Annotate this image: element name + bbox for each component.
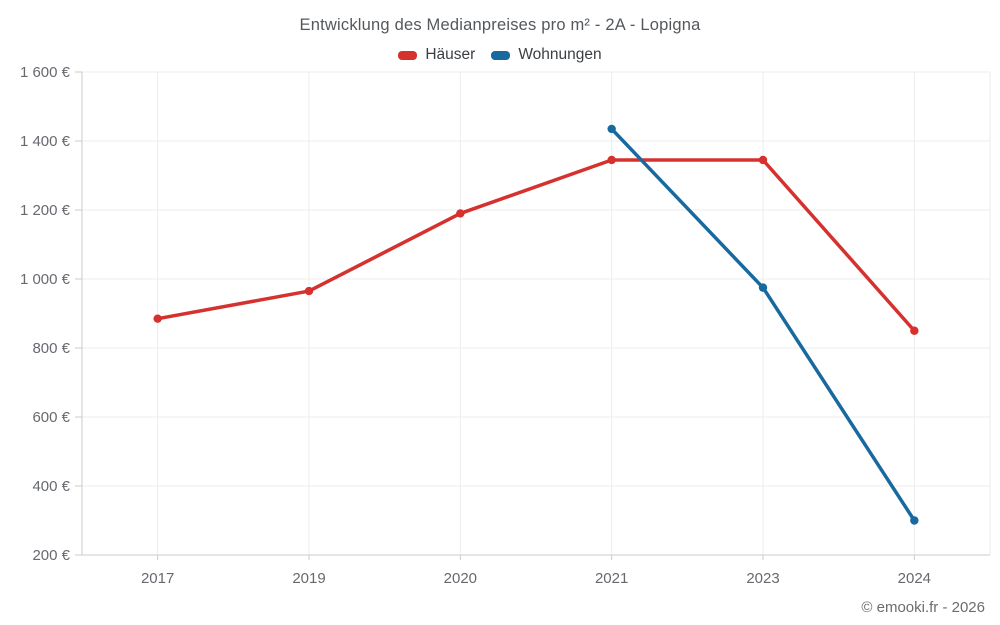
y-tick-label: 200 € bbox=[32, 547, 70, 564]
x-tick-label: 2017 bbox=[141, 570, 174, 587]
x-tick-label: 2019 bbox=[292, 570, 325, 587]
data-point-Wohnungen-2021[interactable] bbox=[607, 124, 616, 134]
data-point-Häuser-2023[interactable] bbox=[758, 155, 768, 165]
series-line-Häuser[interactable] bbox=[155, 158, 917, 333]
legend-label-wohnungen: Wohnungen bbox=[518, 46, 602, 63]
y-tick-label: 800 € bbox=[32, 340, 70, 357]
data-point-Wohnungen-2023[interactable] bbox=[758, 283, 768, 292]
data-point-Häuser-2021[interactable] bbox=[607, 155, 616, 165]
legend-item-haeuser[interactable]: Häuser bbox=[398, 46, 475, 64]
legend-label-haeuser: Häuser bbox=[425, 46, 476, 63]
x-tick-label: 2023 bbox=[746, 570, 779, 587]
data-point-Häuser-2017[interactable] bbox=[153, 314, 162, 323]
data-point-Häuser-2024[interactable] bbox=[910, 326, 919, 335]
data-point-Häuser-2019[interactable] bbox=[304, 286, 314, 296]
chart-title: Entwicklung des Medianpreises pro m² - 2… bbox=[299, 16, 701, 34]
copyright-text: © emooki.fr - 2026 bbox=[861, 599, 985, 616]
y-tick-label: 1 600 € bbox=[20, 64, 71, 81]
x-tick-label: 2024 bbox=[898, 570, 931, 587]
x-tick-label: 2021 bbox=[595, 570, 628, 587]
data-point-Häuser-2020[interactable] bbox=[456, 209, 465, 218]
y-tick-label: 400 € bbox=[32, 478, 70, 495]
y-tick-label: 1 200 € bbox=[20, 202, 71, 219]
x-tick-label: 2020 bbox=[444, 570, 477, 587]
legend-item-wohnungen[interactable]: Wohnungen bbox=[491, 46, 602, 64]
legend-swatch-haeuser-icon bbox=[398, 50, 418, 60]
legend-swatch-wohnungen-icon bbox=[491, 50, 511, 60]
y-tick-label: 1 400 € bbox=[20, 133, 71, 150]
y-tick-label: 1 000 € bbox=[20, 271, 71, 288]
y-tick-label: 600 € bbox=[32, 409, 70, 426]
legend: Häuser Wohnungen bbox=[0, 46, 1000, 64]
data-point-Wohnungen-2024[interactable] bbox=[910, 516, 919, 525]
